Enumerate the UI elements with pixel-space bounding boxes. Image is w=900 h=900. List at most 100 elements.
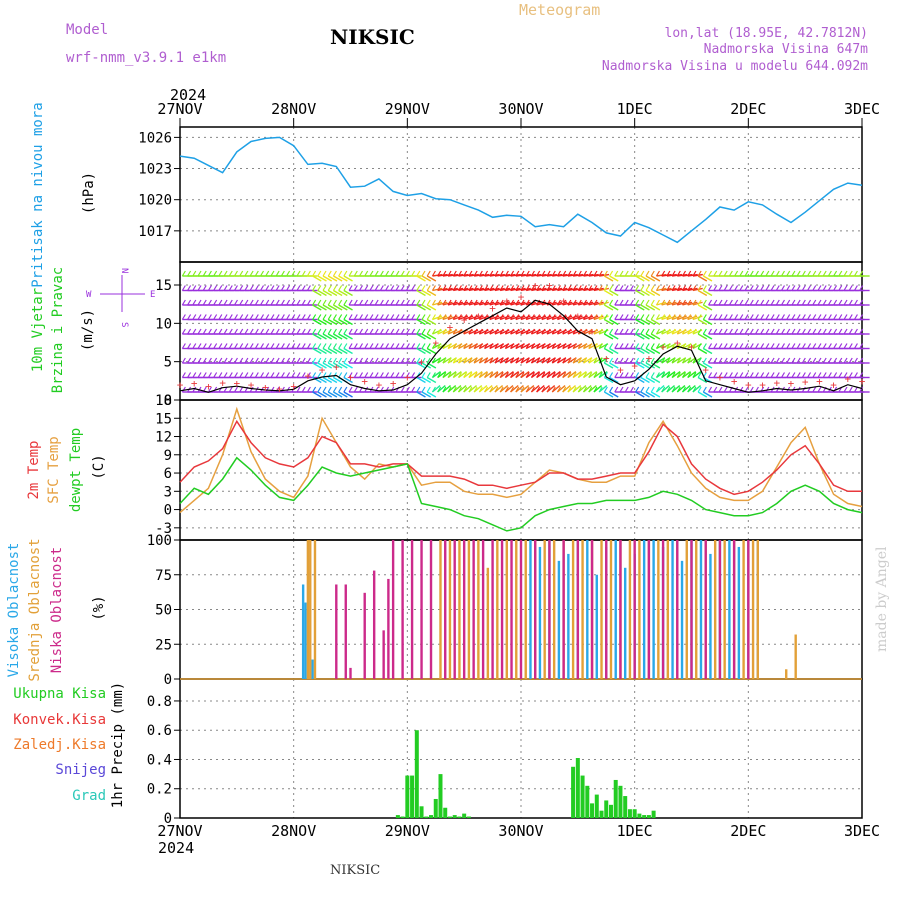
wind-barb <box>697 318 708 326</box>
wind-barb-flag <box>676 357 681 364</box>
wind-barb <box>656 287 667 292</box>
wind-barb <box>640 304 650 311</box>
wind-barb <box>682 315 693 321</box>
wind-barb-flag <box>572 386 577 393</box>
wind-barb-flag <box>187 357 192 364</box>
wind-barb <box>557 287 568 292</box>
wind-barb <box>567 371 577 379</box>
wind-barb <box>525 371 535 379</box>
wind-barb-flag <box>426 270 431 277</box>
mid-cloud-bar <box>695 540 698 679</box>
wind-barb-flag <box>395 372 400 378</box>
wind-barb-flag <box>843 270 848 277</box>
wind-barb-flag <box>400 328 405 335</box>
wind-barb-flag <box>348 386 353 393</box>
wind-barb-flag <box>343 357 348 364</box>
wind-barb-flag <box>551 386 556 393</box>
gust-marker: + <box>347 371 354 384</box>
compass-south: S <box>119 322 129 327</box>
wind-barb <box>421 333 432 340</box>
wind-barb-flag <box>676 270 681 277</box>
wind-barb <box>536 357 546 364</box>
wind-barb-flag <box>562 285 567 291</box>
compass-east: E <box>150 290 155 300</box>
wind-barb-flag <box>770 343 775 349</box>
wind-barb-flag <box>739 299 744 306</box>
gust-marker: + <box>361 375 368 388</box>
gust-marker: + <box>788 377 795 390</box>
wind-barb-flag <box>666 357 671 364</box>
wind-barb-flag <box>713 299 718 306</box>
wind-barb-flag <box>681 328 687 335</box>
wind-barb-flag <box>838 343 843 349</box>
wind-barb-flag <box>239 314 244 320</box>
wind-barb-flag <box>614 270 619 277</box>
wind-barb-flag <box>603 270 608 277</box>
wind-barb-flag <box>353 299 358 306</box>
low-cloud-bar <box>590 540 594 679</box>
wind-barb-flag <box>791 328 796 335</box>
wind-barb-flag <box>817 386 822 393</box>
wind-barb-flag <box>431 285 436 291</box>
wind-barb-flag <box>187 285 192 291</box>
mid-cloud-bar <box>543 540 546 679</box>
panel-frame-precip <box>179 678 863 819</box>
precip-bar <box>627 809 632 818</box>
wind-barb-flag <box>353 386 358 393</box>
wind-barb-flag <box>609 357 614 364</box>
wind-barb-flag <box>468 314 473 320</box>
wind-barb-flag <box>786 270 791 277</box>
low-cloud-bar <box>491 540 494 679</box>
high-cloud-bar <box>709 553 712 679</box>
wind-barb-flag <box>484 299 489 306</box>
wind-barb-flag <box>452 343 457 349</box>
wind-barb-flag <box>655 343 660 349</box>
wind-barb <box>593 357 603 364</box>
wind-barb-flag <box>603 314 608 320</box>
wind-barb <box>604 289 614 297</box>
wind-barb-flag <box>859 299 864 306</box>
wind-barb-flag <box>343 285 348 291</box>
wind-barb-flag <box>671 386 676 393</box>
wind-barb-flag <box>556 372 561 378</box>
wind-barb-flag <box>728 372 733 378</box>
wind-barb-flag <box>739 285 744 291</box>
wind-barb-flag <box>426 386 431 393</box>
wind-barb-flag <box>504 357 509 364</box>
wind-barb-flag <box>364 372 369 378</box>
wind-barb-flag <box>207 285 212 291</box>
wind-barb-flag <box>286 270 291 277</box>
wind-barb <box>671 371 681 379</box>
year-bottom: 2024 <box>158 839 194 857</box>
wind-barb-flag <box>197 270 202 277</box>
wind-barb <box>640 347 650 355</box>
wind-barb-flag <box>301 328 306 335</box>
wind-barb-flag <box>218 372 223 378</box>
mid-cloud-bar <box>713 540 717 679</box>
wind-barb-flag <box>280 328 285 335</box>
high-cloud-bar <box>301 584 305 679</box>
wind-barb-flag <box>442 285 447 291</box>
wind-barb-flag <box>629 357 634 364</box>
wind-barb-flag <box>369 285 374 291</box>
low-cloud-bar <box>372 570 376 679</box>
wind-barb <box>671 301 682 306</box>
wind-barb-flag <box>853 386 858 393</box>
wind-barb-flag <box>332 285 337 291</box>
wind-barb-flag <box>228 357 233 364</box>
wind-barb-flag <box>249 343 254 349</box>
wind-barb-flag <box>697 343 702 349</box>
wind-barb-flag <box>385 386 390 393</box>
mid-cloud-bar <box>448 540 452 679</box>
x-tick-label-bottom: 1DEC <box>617 822 653 840</box>
wind-barb <box>499 371 509 379</box>
wind-barb <box>463 301 474 306</box>
wind-barb <box>312 362 322 369</box>
wind-barb-flag <box>233 372 238 378</box>
precip-bar <box>599 810 604 818</box>
wind-barb-flag <box>400 386 405 393</box>
wind-barb-flag <box>473 372 478 378</box>
wind-barb-flag <box>510 343 515 349</box>
wind-barb-flag <box>442 270 447 277</box>
wind-barb-flag <box>515 343 520 349</box>
